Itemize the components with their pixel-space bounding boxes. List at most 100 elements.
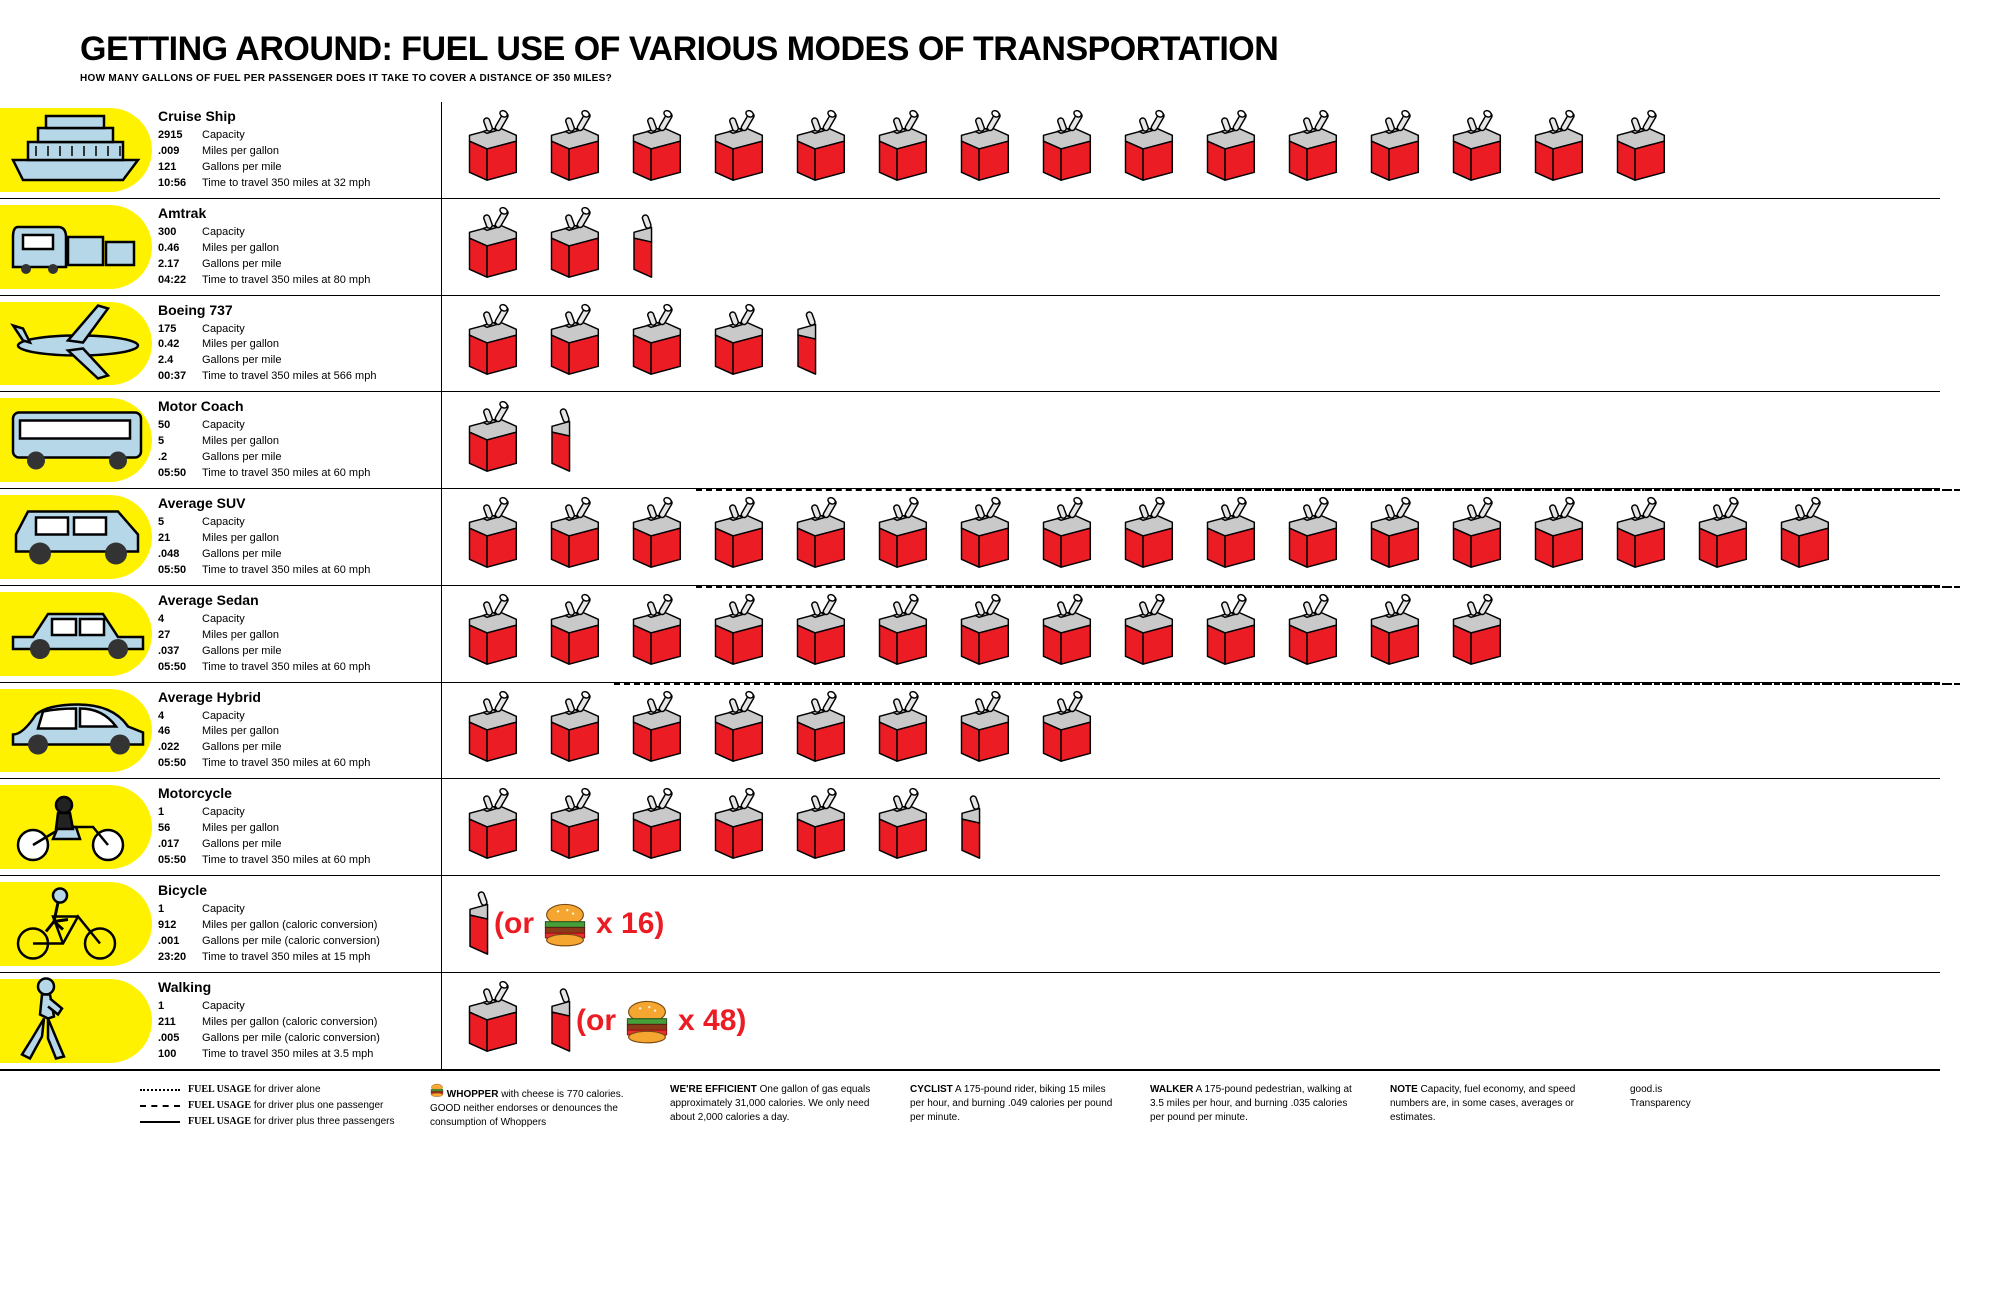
vehicle-icon-area (0, 683, 152, 779)
fuel-cans-area (442, 392, 1940, 488)
gas-can-icon (614, 302, 692, 380)
ship-icon (8, 110, 148, 190)
footer-note: good.isTransparency (1630, 1083, 1840, 1131)
page-subtitle: HOW MANY GALLONS OF FUEL PER PASSENGER D… (80, 73, 1940, 84)
vehicle-icon-area (0, 586, 152, 682)
mode-stats: Boeing 737 175Capacity 0.42Miles per gal… (152, 296, 442, 392)
suv-icon (8, 499, 148, 574)
footer-note: NOTE Capacity, fuel economy, and speed n… (1390, 1083, 1600, 1131)
vehicle-icon-area (0, 973, 152, 1069)
gas-can-icon (778, 689, 856, 767)
gas-can-icon (532, 205, 610, 283)
gas-can-icon (1106, 495, 1184, 573)
gas-can-icon (942, 495, 1020, 573)
gas-can-icon (1516, 495, 1594, 573)
vehicle-icon-area (0, 392, 152, 488)
gas-can-icon (860, 108, 938, 186)
gas-can-icon (1352, 495, 1430, 573)
mode-row: Amtrak 300Capacity 0.46Miles per gallon … (0, 199, 1940, 296)
footer-note: WHOPPER with cheese is 770 calories. GOO… (430, 1083, 640, 1131)
mode-stats: Average Sedan 4Capacity 27Miles per gall… (152, 586, 442, 682)
gas-can-icon (450, 786, 528, 864)
gas-can-icon (778, 786, 856, 864)
vehicle-icon-area (0, 296, 152, 392)
gas-can-icon (860, 786, 938, 864)
gas-can-half-icon (532, 399, 572, 477)
footer-note: WE'RE EFFICIENT One gallon of gas equals… (670, 1083, 880, 1131)
mode-row: Bicycle 1Capacity 912Miles per gallon (c… (0, 876, 1940, 973)
gas-can-icon (1106, 592, 1184, 670)
fuel-cans-area (442, 296, 1940, 392)
mode-stats: Motorcycle 1Capacity 56Miles per gallon … (152, 779, 442, 875)
footer-note: WALKER A 175-pound pedestrian, walking a… (1150, 1083, 1360, 1131)
mode-stats: Walking 1Capacity 211Miles per gallon (c… (152, 973, 442, 1069)
gas-can-icon (696, 592, 774, 670)
gas-can-icon (1598, 108, 1676, 186)
mode-name: Motor Coach (158, 398, 431, 414)
fuel-cans-area (442, 683, 1940, 779)
burger-icon (624, 998, 670, 1044)
gas-can-icon (1434, 495, 1512, 573)
gas-can-icon (614, 592, 692, 670)
gas-can-icon (450, 302, 528, 380)
mode-row: Average Sedan 4Capacity 27Miles per gall… (0, 586, 1940, 683)
gas-can-icon (696, 108, 774, 186)
gas-can-icon (1270, 495, 1348, 573)
page-title: GETTING AROUND: FUEL USE OF VARIOUS MODE… (80, 30, 1940, 69)
legend-item: FUEL USAGE for driver alone (140, 1083, 400, 1097)
gas-can-icon (532, 689, 610, 767)
mode-name: Walking (158, 979, 431, 995)
gas-can-half-icon (778, 302, 818, 380)
gas-can-icon (696, 495, 774, 573)
gas-can-icon (450, 205, 528, 283)
mode-row: Motorcycle 1Capacity 56Miles per gallon … (0, 779, 1940, 876)
gas-can-icon (614, 108, 692, 186)
gas-can-icon (860, 495, 938, 573)
burger-equivalence: (or x 16) (494, 901, 664, 947)
gas-can-icon (942, 108, 1020, 186)
mode-rows: Cruise Ship 2915Capacity .009Miles per g… (0, 102, 1940, 1071)
mode-name: Average SUV (158, 495, 431, 511)
plane-icon (8, 301, 153, 386)
gas-can-icon (1434, 108, 1512, 186)
fuel-cans-area (442, 586, 1940, 682)
gas-can-icon (614, 495, 692, 573)
motorcycle-icon (8, 787, 138, 867)
gas-can-half-icon (532, 979, 572, 1057)
gas-can-icon (778, 495, 856, 573)
gas-can-icon (696, 302, 774, 380)
fuel-cans-area (442, 102, 1940, 198)
gas-can-icon (778, 592, 856, 670)
gas-can-icon (450, 399, 528, 477)
mode-name: Average Sedan (158, 592, 431, 608)
legend: FUEL USAGE for driver alone FUEL USAGE fo… (140, 1083, 400, 1131)
walk-icon (8, 974, 78, 1067)
gas-can-icon (1762, 495, 1840, 573)
gas-can-icon (1106, 108, 1184, 186)
mode-row: Motor Coach 50Capacity 5Miles per gallon… (0, 392, 1940, 489)
legend-item: FUEL USAGE for driver plus three passeng… (140, 1115, 400, 1129)
mode-stats: Bicycle 1Capacity 912Miles per gallon (c… (152, 876, 442, 972)
vehicle-icon-area (0, 779, 152, 875)
burger-equivalence: (or x 48) (576, 998, 746, 1044)
mode-name: Motorcycle (158, 785, 431, 801)
gas-can-icon (942, 592, 1020, 670)
gas-can-half-icon (450, 882, 490, 960)
mode-name: Bicycle (158, 882, 431, 898)
vehicle-icon-area (0, 102, 152, 198)
burger-icon (430, 1083, 444, 1097)
gas-can-icon (696, 786, 774, 864)
gas-can-icon (860, 592, 938, 670)
legend-item: FUEL USAGE for driver plus one passenger (140, 1099, 400, 1113)
fuel-cans-area (442, 199, 1940, 295)
gas-can-icon (1680, 495, 1758, 573)
gas-can-icon (1516, 108, 1594, 186)
mode-stats: Average SUV 5Capacity 21Miles per gallon… (152, 489, 442, 585)
gas-can-icon (860, 689, 938, 767)
fuel-cans-area: (or x 48) (442, 973, 1940, 1069)
mode-row: Boeing 737 175Capacity 0.42Miles per gal… (0, 296, 1940, 393)
footer: FUEL USAGE for driver alone FUEL USAGE fo… (140, 1083, 1940, 1131)
mode-stats: Average Hybrid 4Capacity 46Miles per gal… (152, 683, 442, 779)
burger-icon (542, 901, 588, 947)
mode-stats: Amtrak 300Capacity 0.46Miles per gallon … (152, 199, 442, 295)
